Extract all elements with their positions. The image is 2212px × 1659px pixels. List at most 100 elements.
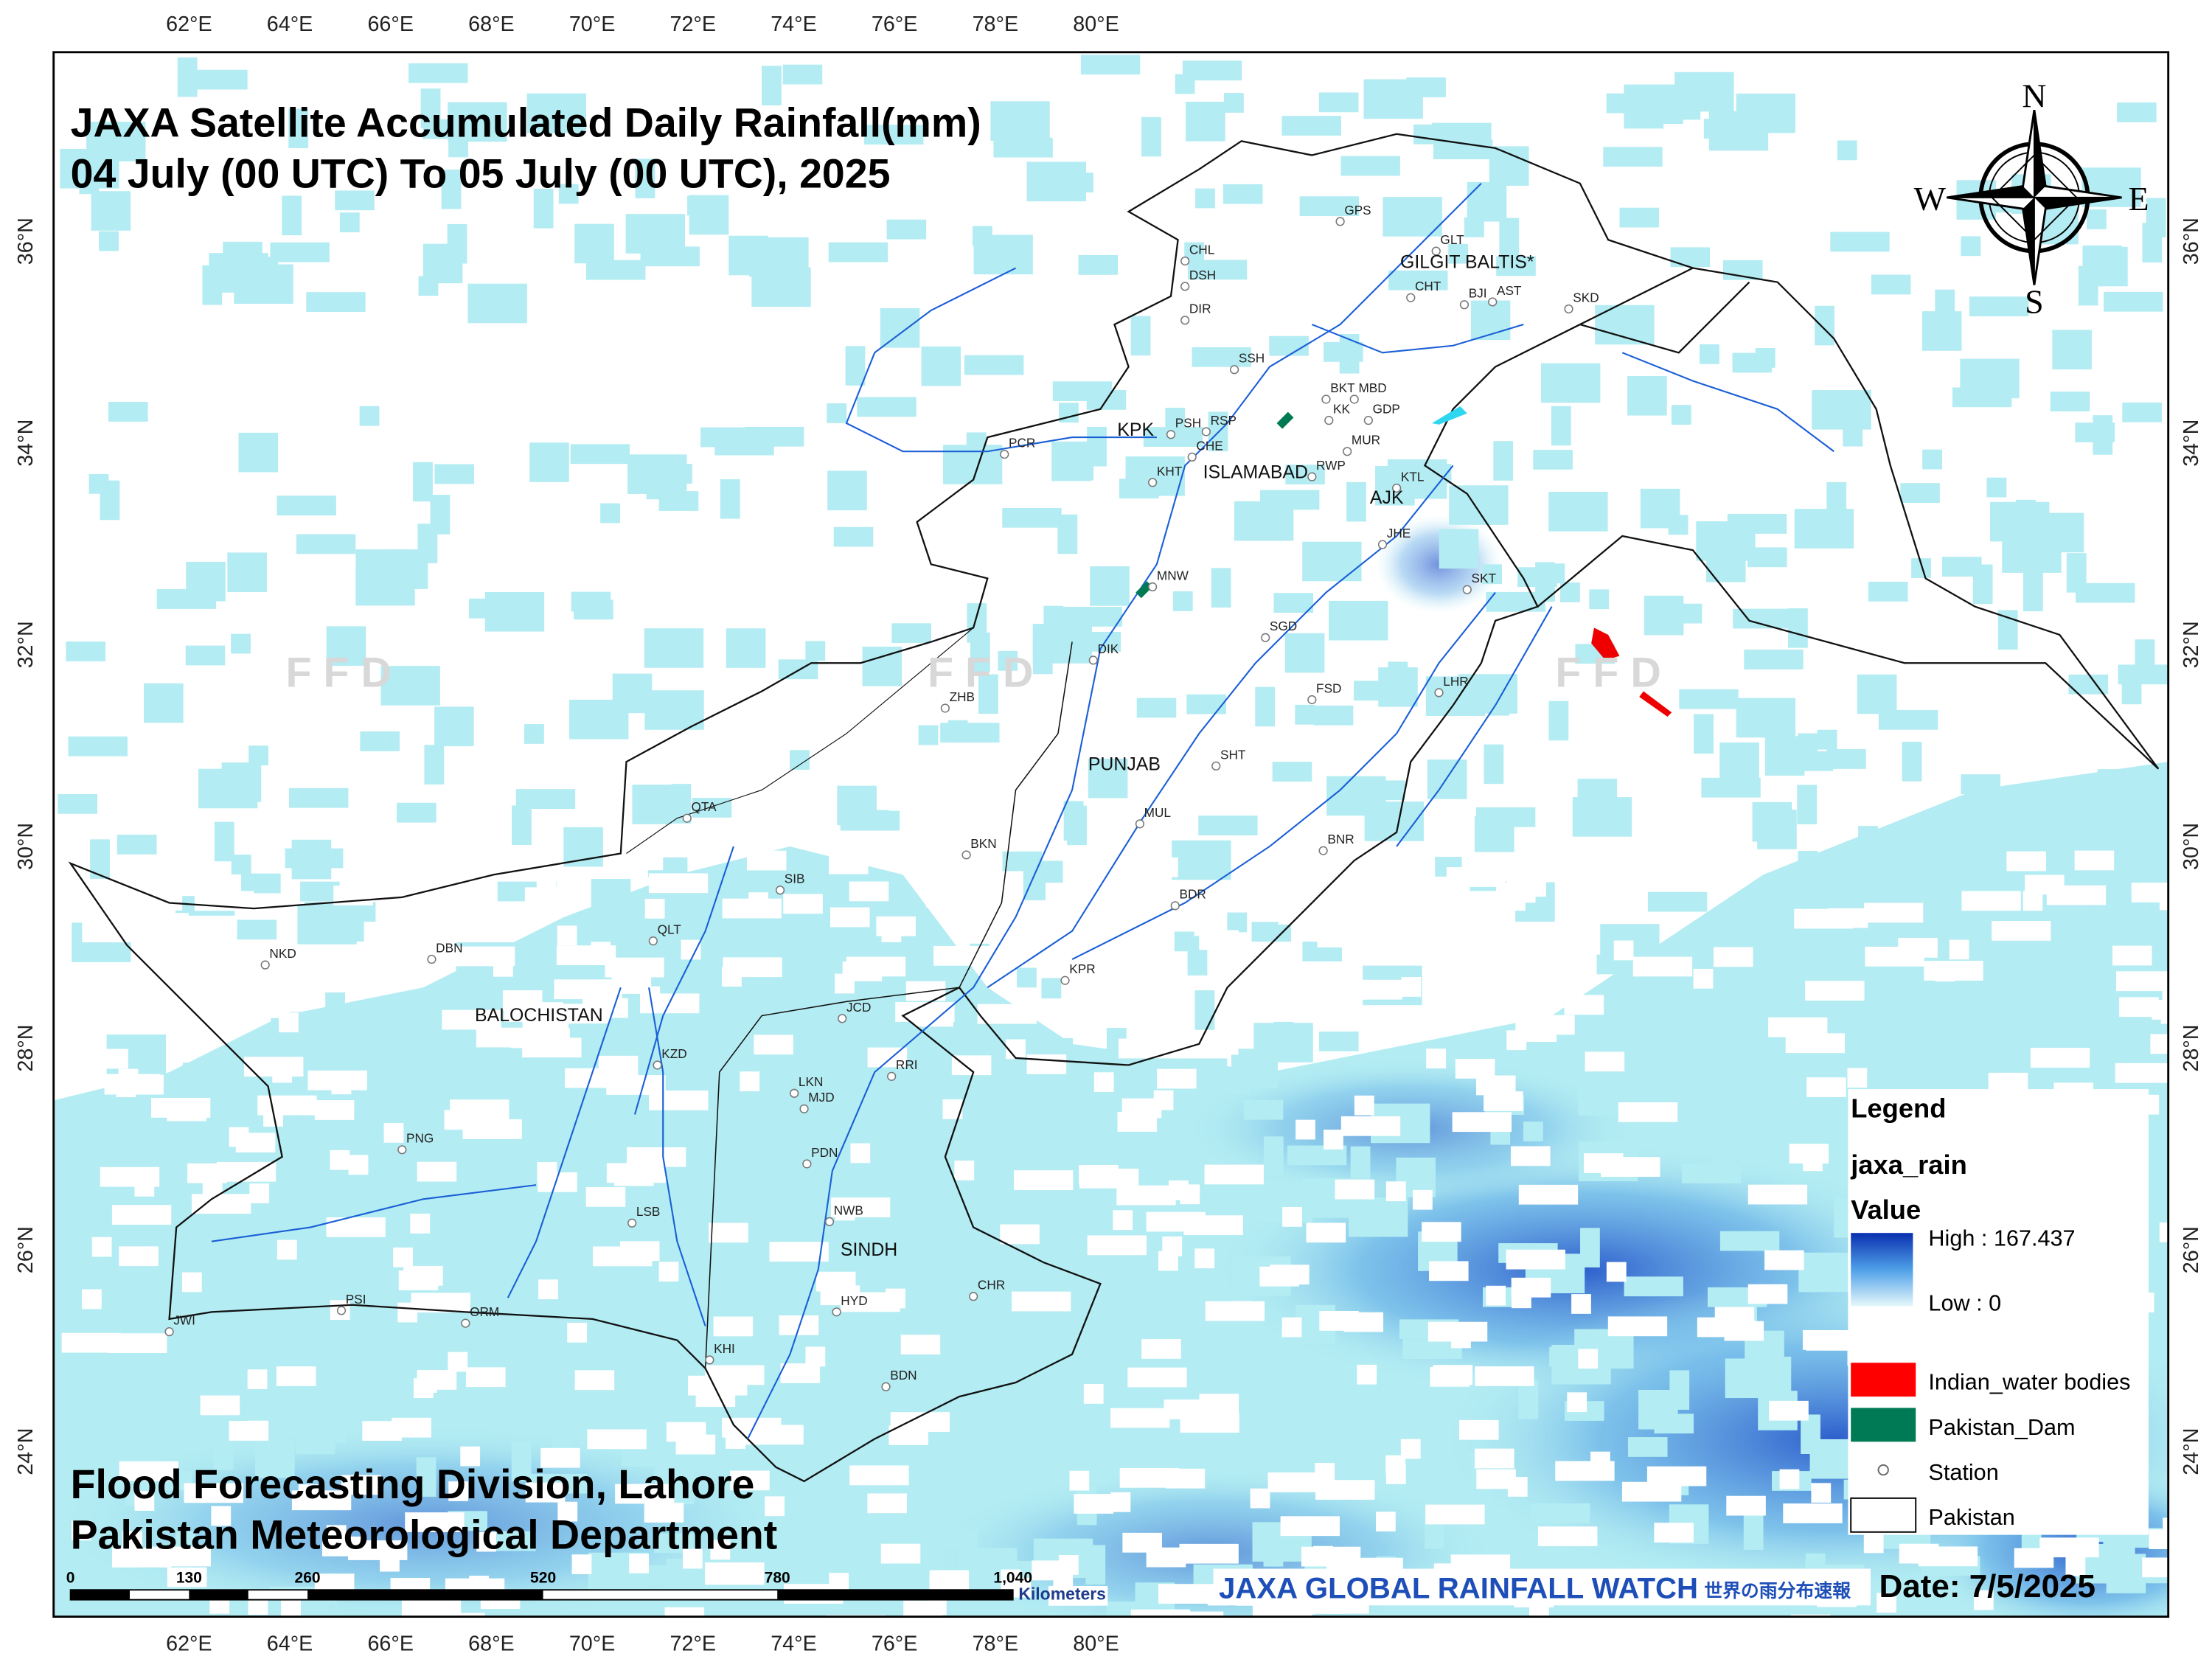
rain-cell bbox=[1057, 514, 1078, 554]
rain-gap bbox=[265, 849, 285, 869]
station-label: KTL bbox=[1401, 469, 1425, 484]
rain-cell bbox=[1705, 542, 1746, 582]
lake bbox=[1431, 406, 1467, 425]
station-label: SHT bbox=[1220, 747, 1246, 762]
rain-cell bbox=[1744, 650, 1804, 669]
station-marker bbox=[832, 1307, 841, 1317]
rain-cell bbox=[2118, 664, 2168, 685]
rain-gap bbox=[880, 1543, 921, 1564]
rain-gap bbox=[1180, 1184, 1200, 1205]
rain-cell bbox=[886, 219, 927, 240]
border-line bbox=[1537, 535, 2160, 770]
rain-cell bbox=[1313, 705, 1354, 726]
rain-gap bbox=[122, 1531, 142, 1551]
rain-gap bbox=[321, 1536, 362, 1557]
lat-label: 36°N bbox=[14, 218, 38, 265]
rain-gap bbox=[1455, 1059, 1495, 1079]
station-label: MUL bbox=[1144, 805, 1171, 820]
lon-label: 76°E bbox=[872, 13, 918, 36]
rain-cell bbox=[962, 1418, 1022, 1458]
rain-gap bbox=[954, 1161, 975, 1180]
rain-cell bbox=[1545, 563, 1565, 584]
rain-cell bbox=[1798, 851, 1818, 871]
station-marker bbox=[1180, 282, 1190, 291]
rain-cell bbox=[1900, 483, 1940, 503]
rain-gap bbox=[1048, 1585, 1108, 1606]
border-line bbox=[1579, 281, 1750, 354]
rain-cell bbox=[1922, 449, 1942, 470]
station-label: SKT bbox=[1472, 571, 1497, 585]
lat-label: 28°N bbox=[2180, 1025, 2203, 1072]
rain-gap bbox=[1157, 1068, 1197, 1089]
lat-label: 30°N bbox=[2180, 823, 2203, 870]
rain-gap bbox=[1204, 1164, 1264, 1185]
legend-title: Legend bbox=[1851, 1093, 1946, 1123]
rain-gap bbox=[1585, 1051, 1625, 1072]
rain-gap bbox=[1877, 1593, 1896, 1613]
rain-cell bbox=[600, 503, 620, 524]
rain-cell bbox=[1719, 742, 1759, 782]
rain-gap bbox=[181, 1272, 202, 1293]
rain-cell bbox=[1868, 581, 1908, 602]
rain-gap bbox=[1315, 1480, 1375, 1500]
logo-jp: 世界の雨分布速報 bbox=[1704, 1580, 1851, 1601]
rain-cell bbox=[1913, 850, 1972, 871]
rain-cell bbox=[918, 1482, 959, 1503]
station-label: CHT bbox=[1415, 279, 1441, 293]
rain-cell bbox=[1304, 1397, 1325, 1418]
rain-cell bbox=[300, 881, 340, 902]
rain-cell bbox=[1812, 389, 1871, 430]
station-marker bbox=[1201, 427, 1211, 437]
rain-gap bbox=[493, 956, 513, 977]
rain-gap bbox=[1131, 915, 1171, 935]
rain-gap bbox=[1898, 937, 1938, 958]
rain-cell bbox=[529, 442, 569, 482]
rain-cell bbox=[177, 1427, 198, 1448]
station-marker bbox=[1392, 483, 1402, 493]
rain-gap bbox=[1026, 1054, 1067, 1074]
station-label: ORM bbox=[470, 1304, 499, 1319]
rain-cell bbox=[635, 159, 655, 198]
rain-gap bbox=[2115, 971, 2168, 992]
rain-cell bbox=[496, 1531, 536, 1551]
rain-cell bbox=[323, 1034, 344, 1074]
rain-cell bbox=[918, 725, 939, 745]
rain-cell bbox=[921, 346, 961, 386]
rain-cell bbox=[2023, 571, 2043, 612]
rain-cell bbox=[978, 674, 998, 714]
rain-cell bbox=[827, 470, 867, 511]
boundaries bbox=[68, 133, 2160, 1483]
station-marker bbox=[1377, 540, 1388, 549]
compass-e: E bbox=[2128, 180, 2149, 218]
rain-gap bbox=[2150, 1034, 2168, 1054]
rain-cell bbox=[441, 169, 462, 209]
rain-cell bbox=[672, 464, 692, 484]
border-line bbox=[1692, 267, 2160, 770]
rain-gap bbox=[314, 1100, 355, 1120]
rain-cell bbox=[1016, 1351, 1036, 1371]
station-marker bbox=[1462, 585, 1472, 594]
rain-gap bbox=[1601, 1157, 1660, 1178]
lon-label: 64°E bbox=[267, 1632, 313, 1656]
rain-gap bbox=[460, 1446, 481, 1467]
rain-cell bbox=[1427, 759, 1467, 799]
river bbox=[845, 267, 1157, 453]
rain-gap bbox=[1340, 1116, 1401, 1136]
station-label: PDN bbox=[811, 1145, 838, 1160]
rain-gap bbox=[525, 1482, 566, 1503]
watermark: F F D bbox=[1555, 650, 1660, 697]
rain-gap bbox=[1162, 1236, 1183, 1256]
station-marker bbox=[336, 1306, 347, 1315]
rain-gap bbox=[1281, 1317, 1302, 1338]
rain-gap bbox=[538, 1279, 558, 1300]
lat-label: 24°N bbox=[2180, 1428, 2203, 1475]
rain-gap bbox=[2039, 1537, 2099, 1558]
rain-gap bbox=[740, 1071, 760, 1091]
rain-gap bbox=[644, 1503, 684, 1523]
rain-cell bbox=[1489, 146, 1529, 186]
rain-gap bbox=[713, 1316, 754, 1337]
rain-cell bbox=[646, 459, 667, 500]
rain-cell bbox=[805, 641, 826, 661]
rain-gap bbox=[272, 1062, 293, 1083]
rain-cell bbox=[1548, 700, 1569, 741]
